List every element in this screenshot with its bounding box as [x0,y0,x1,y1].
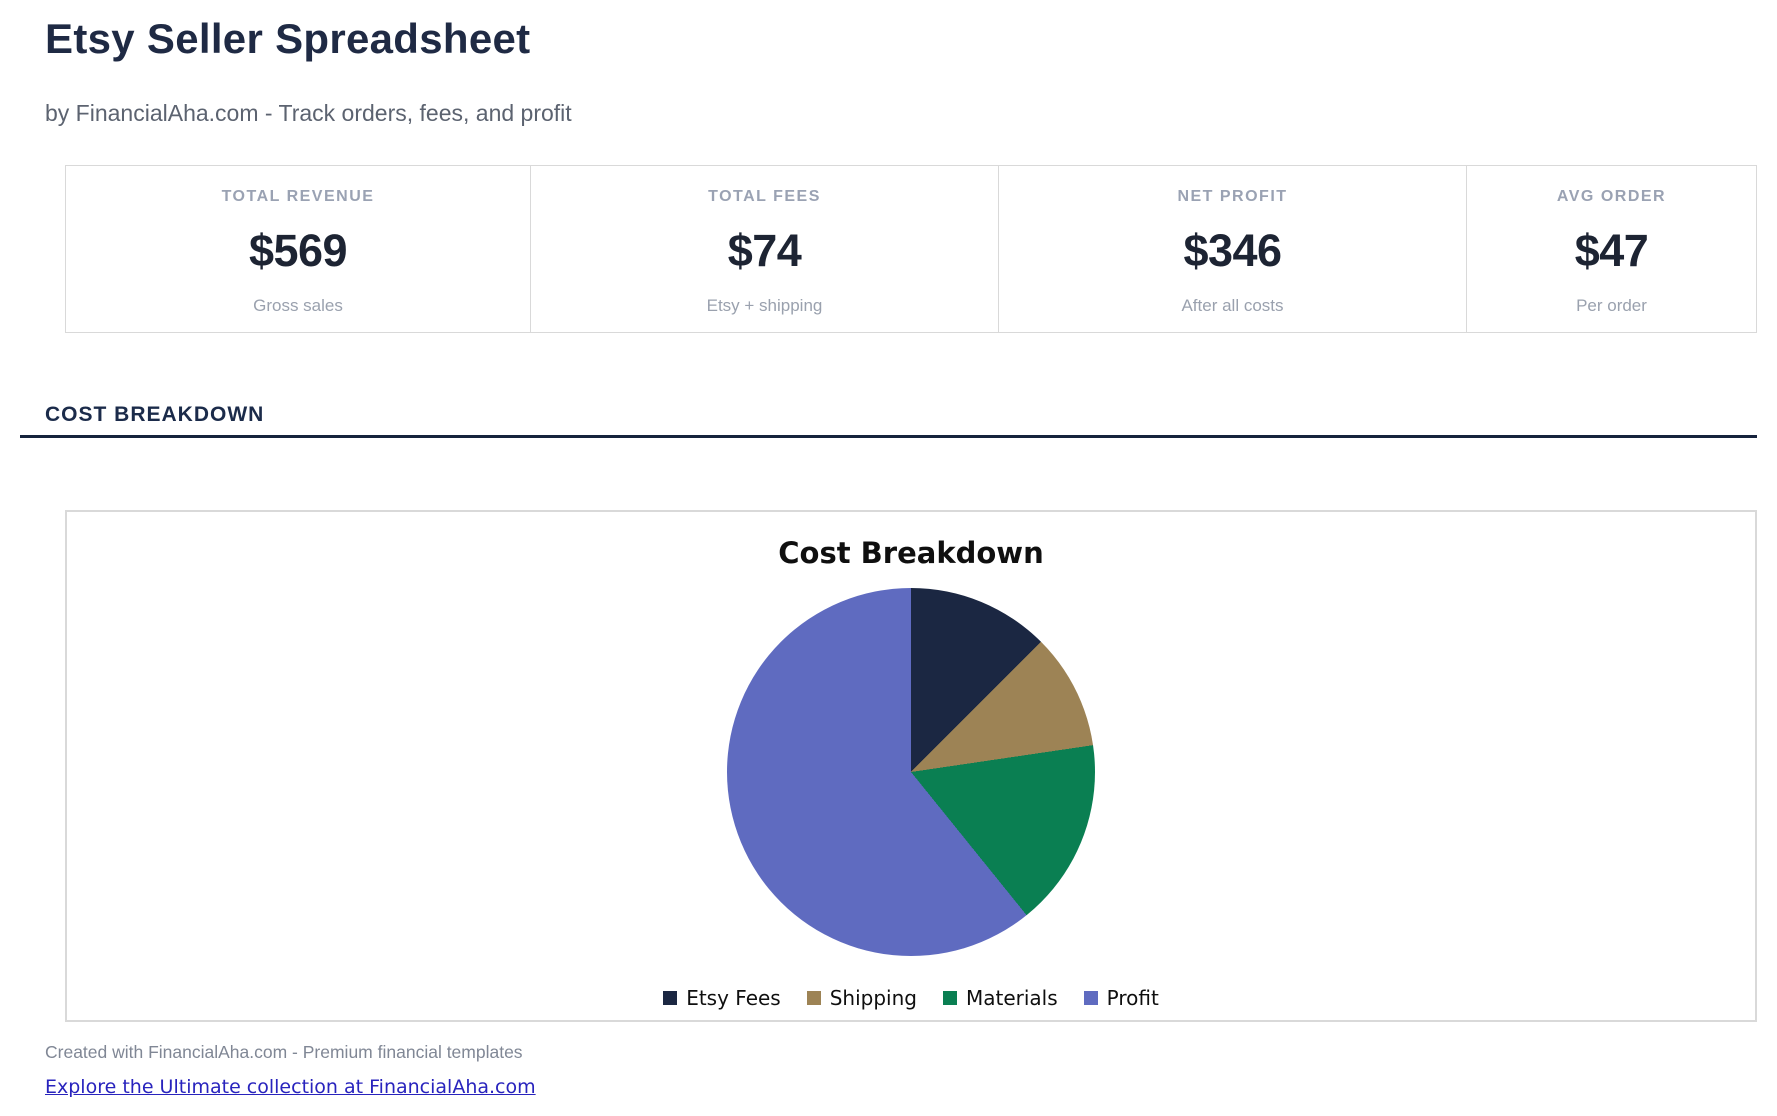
page-title: Etsy Seller Spreadsheet [45,15,531,62]
stat-card-total-fees: TOTAL FEES $74 Etsy + shipping [531,166,999,333]
legend-label: Etsy Fees [686,986,781,1011]
stat-value: $74 [727,225,802,277]
legend-item: Profit [1083,986,1159,1011]
legend-swatch [663,991,678,1006]
stat-label: TOTAL FEES [708,188,821,206]
footer-credit: Created with FinancialAha.com - Premium … [45,1042,523,1063]
section-heading: COST BREAKDOWN [45,403,265,427]
section-divider [20,435,1757,439]
stat-sublabel: Per order [1576,296,1647,316]
pie-chart [727,588,1095,957]
stat-card-total-revenue: TOTAL REVENUE $569 Gross sales [66,166,531,333]
stat-value: $569 [248,225,348,277]
page-subtitle: by FinancialAha.com - Track orders, fees… [45,100,572,127]
stat-label: AVG ORDER [1556,188,1667,206]
legend-label: Shipping [829,986,917,1011]
stat-label: TOTAL REVENUE [221,188,375,206]
legend-swatch [1083,991,1098,1006]
stat-label: NET PROFIT [1177,188,1288,206]
legend-swatch [806,991,821,1006]
stat-value: $346 [1183,225,1282,277]
stat-sublabel: Gross sales [253,296,343,316]
stat-sublabel: Etsy + shipping [706,296,823,316]
stat-sublabel: After all costs [1181,296,1284,316]
chart-legend: Etsy Fees Shipping Materials Profit [67,986,1755,1010]
legend-label: Materials [965,986,1058,1011]
legend-item: Etsy Fees [663,986,781,1010]
legend-item: Shipping [806,986,917,1011]
legend-item: Materials [942,986,1058,1011]
chart-title: Cost Breakdown [778,536,1044,571]
legend-swatch [942,991,957,1006]
stats-strip: TOTAL REVENUE $569 Gross sales TOTAL FEE… [65,165,1757,334]
stat-card-net-profit: NET PROFIT $346 After all costs [999,166,1467,333]
chart-card: Cost Breakdown Etsy Fees Shipping Material… [65,510,1757,1023]
stat-card-avg-order: AVG ORDER $47 Per order [1467,166,1756,332]
stat-value: $47 [1574,225,1649,277]
legend-label: Profit [1106,986,1159,1011]
footer-link[interactable]: Explore the Ultimate collection at Finan… [45,1076,536,1099]
